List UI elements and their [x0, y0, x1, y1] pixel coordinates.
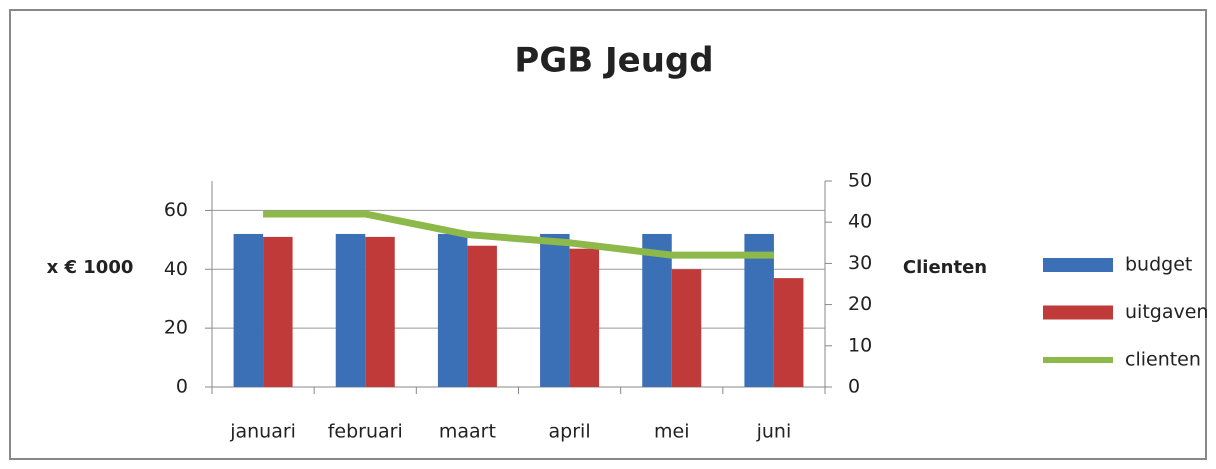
chart-frame	[9, 9, 1207, 460]
x-tick-label: februari	[328, 421, 403, 443]
y-tick-label: 40	[164, 258, 188, 280]
line	[263, 210, 774, 259]
y-tick-label: 20	[164, 317, 188, 339]
bar	[540, 233, 570, 387]
y-tick-label: 0	[176, 376, 188, 398]
bar	[233, 233, 264, 387]
x-tick-label: juni	[756, 421, 792, 443]
legend-label: budget	[1125, 254, 1192, 276]
y2-tick-label: 50	[848, 170, 872, 192]
y-tick-label: 60	[164, 199, 188, 221]
x-tick-label: mei	[654, 421, 689, 443]
legend-label: clienten	[1125, 349, 1201, 371]
y2-tick-label: 40	[848, 211, 872, 233]
bar	[335, 233, 366, 387]
y2-tick-label: 10	[848, 334, 872, 356]
y2-axis-label: Clienten	[903, 257, 987, 278]
bar	[773, 278, 804, 387]
bar	[569, 248, 600, 387]
bar	[437, 233, 468, 387]
bar	[263, 236, 293, 387]
x-tick-label: april	[549, 421, 591, 443]
x-tick-label: maart	[439, 421, 496, 443]
y2-tick-label: 0	[848, 376, 860, 398]
bar	[365, 236, 395, 387]
bar	[467, 245, 497, 387]
bar	[671, 269, 702, 387]
y-axis-label: x € 1000	[47, 257, 134, 278]
legend-swatch	[1043, 305, 1113, 320]
bar	[642, 233, 672, 387]
chart-title: PGB Jeugd	[514, 41, 713, 81]
legend-swatch	[1043, 258, 1113, 272]
x-tick-label: januari	[229, 421, 296, 443]
y2-tick-label: 30	[848, 252, 872, 274]
bar	[744, 233, 774, 387]
y2-tick-label: 20	[848, 293, 872, 315]
legend-label: uitgaven	[1125, 301, 1208, 323]
